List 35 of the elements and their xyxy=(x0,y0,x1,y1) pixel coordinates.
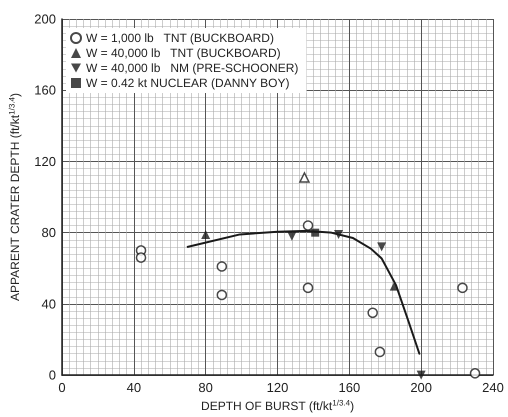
point xyxy=(470,368,480,379)
y-axis-title: APPARENT CRATER DEPTH (ft/kt1/3.4) xyxy=(8,93,22,301)
point xyxy=(334,230,344,239)
x-tick-label: 240 xyxy=(482,380,504,396)
point xyxy=(367,308,378,318)
y-tick-label: 0 xyxy=(48,368,56,383)
x-tick-label: 200 xyxy=(410,380,432,396)
legend-label: W = 1,000 lb TNT (BUCKBOARD) xyxy=(86,31,274,45)
point xyxy=(374,346,386,358)
point xyxy=(302,282,314,294)
x-tick-label: 40 xyxy=(126,380,142,396)
y-tick-label: 200 xyxy=(34,12,56,26)
y-tick-label: 40 xyxy=(42,296,56,312)
point xyxy=(377,242,386,252)
legend-label: W = 40,000 lb NM (PRE-SCHOONER) xyxy=(86,61,298,75)
x-tick-label: 0 xyxy=(58,380,66,396)
y-tick-label: 120 xyxy=(34,154,56,169)
point xyxy=(287,232,296,241)
y-tick-label: 160 xyxy=(34,82,56,98)
point xyxy=(201,230,210,239)
y-tick-label: 80 xyxy=(42,225,56,240)
x-tick-label: 160 xyxy=(338,380,360,396)
point xyxy=(299,172,310,183)
point xyxy=(311,228,320,237)
x-tick-label: 120 xyxy=(266,380,288,396)
point xyxy=(216,290,228,300)
point xyxy=(390,282,399,291)
point xyxy=(302,220,314,231)
point xyxy=(416,370,426,380)
point xyxy=(136,252,146,263)
point xyxy=(216,261,228,272)
legend-label: W = 40,000 lb TNT (BUCKBOARD) xyxy=(86,46,281,60)
legend-label: W = 0.42 kt NUCLEAR (DANNY BOY) xyxy=(86,76,290,90)
point xyxy=(457,282,468,294)
x-tick-label: 80 xyxy=(198,380,213,396)
